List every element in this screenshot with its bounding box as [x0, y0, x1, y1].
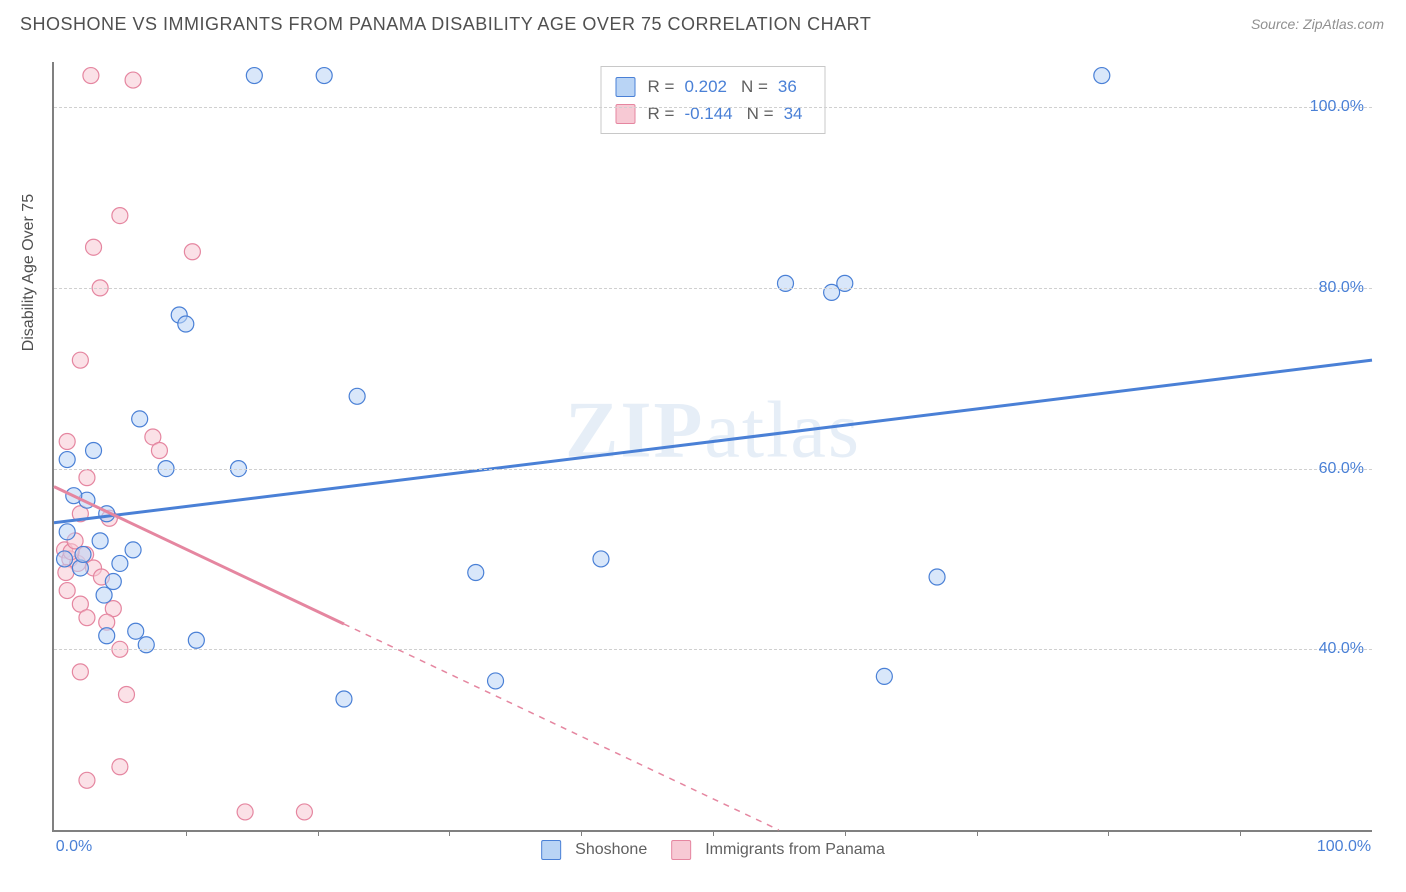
series-legend: Shoshone Immigrants from Panama — [541, 840, 885, 860]
swatch-blue — [616, 77, 636, 97]
data-point — [316, 68, 332, 84]
n-value-2: 34 — [784, 100, 803, 127]
y-tick-label: 40.0% — [1319, 640, 1364, 658]
data-point — [593, 551, 609, 567]
x-tick-label: 0.0% — [56, 838, 92, 856]
header: SHOSHONE VS IMMIGRANTS FROM PANAMA DISAB… — [0, 0, 1406, 50]
data-point — [59, 452, 75, 468]
r-label: R = — [648, 100, 675, 127]
trend-line-extrapolated — [344, 624, 779, 830]
data-point — [112, 208, 128, 224]
gridline — [54, 288, 1372, 289]
data-point — [72, 352, 88, 368]
legend-label: Shoshone — [575, 841, 647, 859]
data-point — [57, 551, 73, 567]
data-point — [86, 443, 102, 459]
legend-row-shoshone: R = 0.202 N = 36 — [616, 73, 811, 100]
legend-row-panama: R = -0.144 N = 34 — [616, 100, 811, 127]
n-label: N = — [747, 100, 774, 127]
x-tick-mark — [186, 830, 187, 836]
data-point — [824, 284, 840, 300]
data-point — [59, 524, 75, 540]
x-tick-mark — [977, 830, 978, 836]
x-tick-label: 100.0% — [1317, 838, 1371, 856]
data-point — [105, 574, 121, 590]
data-point — [777, 275, 793, 291]
y-tick-label: 100.0% — [1310, 98, 1364, 116]
data-point — [246, 68, 262, 84]
plot-area: ZIPatlas R = 0.202 N = 36 R = -0.144 N =… — [52, 62, 1372, 832]
y-axis-label: Disability Age Over 75 — [20, 194, 38, 351]
data-point — [112, 759, 128, 775]
gridline — [54, 469, 1372, 470]
n-value-1: 36 — [778, 73, 797, 100]
gridline — [54, 649, 1372, 650]
correlation-legend: R = 0.202 N = 36 R = -0.144 N = 34 — [601, 66, 826, 134]
x-tick-mark — [1108, 830, 1109, 836]
data-point — [72, 664, 88, 680]
x-tick-mark — [581, 830, 582, 836]
swatch-pink — [671, 840, 691, 860]
r-value-1: 0.202 — [684, 73, 727, 100]
trend-line — [54, 487, 344, 624]
legend-item-panama: Immigrants from Panama — [671, 840, 885, 860]
data-point — [138, 637, 154, 653]
data-point — [79, 610, 95, 626]
data-point — [79, 772, 95, 788]
y-tick-label: 80.0% — [1319, 279, 1364, 297]
x-tick-mark — [1240, 830, 1241, 836]
data-point — [59, 433, 75, 449]
legend-label: Immigrants from Panama — [705, 841, 885, 859]
data-point — [99, 628, 115, 644]
data-point — [178, 316, 194, 332]
r-value-2: -0.144 — [684, 100, 732, 127]
data-point — [349, 388, 365, 404]
data-point — [488, 673, 504, 689]
chart-title: SHOSHONE VS IMMIGRANTS FROM PANAMA DISAB… — [20, 14, 871, 34]
data-point — [112, 555, 128, 571]
data-point — [132, 411, 148, 427]
data-point — [876, 668, 892, 684]
swatch-blue — [541, 840, 561, 860]
data-point — [59, 583, 75, 599]
legend-item-shoshone: Shoshone — [541, 840, 647, 860]
data-point — [75, 546, 91, 562]
trend-line — [54, 360, 1372, 523]
scatter-plot — [54, 62, 1372, 830]
data-point — [125, 542, 141, 558]
data-point — [86, 239, 102, 255]
x-tick-mark — [845, 830, 846, 836]
data-point — [83, 68, 99, 84]
gridline — [54, 107, 1372, 108]
x-tick-mark — [713, 830, 714, 836]
data-point — [237, 804, 253, 820]
y-tick-label: 60.0% — [1319, 460, 1364, 478]
data-point — [92, 533, 108, 549]
data-point — [128, 623, 144, 639]
data-point — [79, 470, 95, 486]
data-point — [118, 686, 134, 702]
x-tick-mark — [318, 830, 319, 836]
data-point — [96, 587, 112, 603]
x-tick-mark — [449, 830, 450, 836]
data-point — [296, 804, 312, 820]
n-label: N = — [741, 73, 768, 100]
data-point — [184, 244, 200, 260]
source-attribution: Source: ZipAtlas.com — [1251, 16, 1384, 32]
r-label: R = — [648, 73, 675, 100]
data-point — [125, 72, 141, 88]
data-point — [151, 443, 167, 459]
data-point — [336, 691, 352, 707]
data-point — [468, 564, 484, 580]
data-point — [929, 569, 945, 585]
data-point — [1094, 68, 1110, 84]
data-point — [188, 632, 204, 648]
